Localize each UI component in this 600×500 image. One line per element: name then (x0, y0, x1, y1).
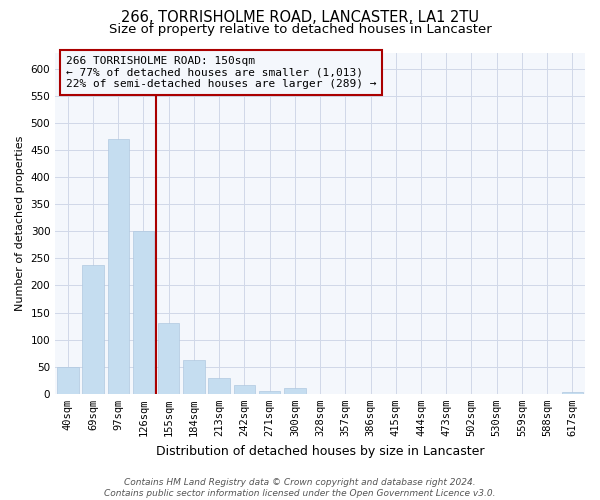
X-axis label: Distribution of detached houses by size in Lancaster: Distribution of detached houses by size … (156, 444, 484, 458)
Text: 266 TORRISHOLME ROAD: 150sqm
← 77% of detached houses are smaller (1,013)
22% of: 266 TORRISHOLME ROAD: 150sqm ← 77% of de… (66, 56, 376, 89)
Text: Size of property relative to detached houses in Lancaster: Size of property relative to detached ho… (109, 22, 491, 36)
Bar (284, 388, 305, 394)
Bar (208, 378, 230, 394)
Text: 266, TORRISHOLME ROAD, LANCASTER, LA1 2TU: 266, TORRISHOLME ROAD, LANCASTER, LA1 2T… (121, 10, 479, 25)
Bar (562, 392, 583, 394)
Bar (158, 324, 179, 394)
Bar (183, 360, 205, 394)
Bar (57, 366, 79, 394)
Bar (82, 265, 104, 394)
Bar (233, 385, 255, 394)
Text: Contains HM Land Registry data © Crown copyright and database right 2024.
Contai: Contains HM Land Registry data © Crown c… (104, 478, 496, 498)
Bar (259, 390, 280, 394)
Y-axis label: Number of detached properties: Number of detached properties (15, 136, 25, 311)
Bar (133, 232, 154, 394)
Bar (107, 138, 129, 394)
